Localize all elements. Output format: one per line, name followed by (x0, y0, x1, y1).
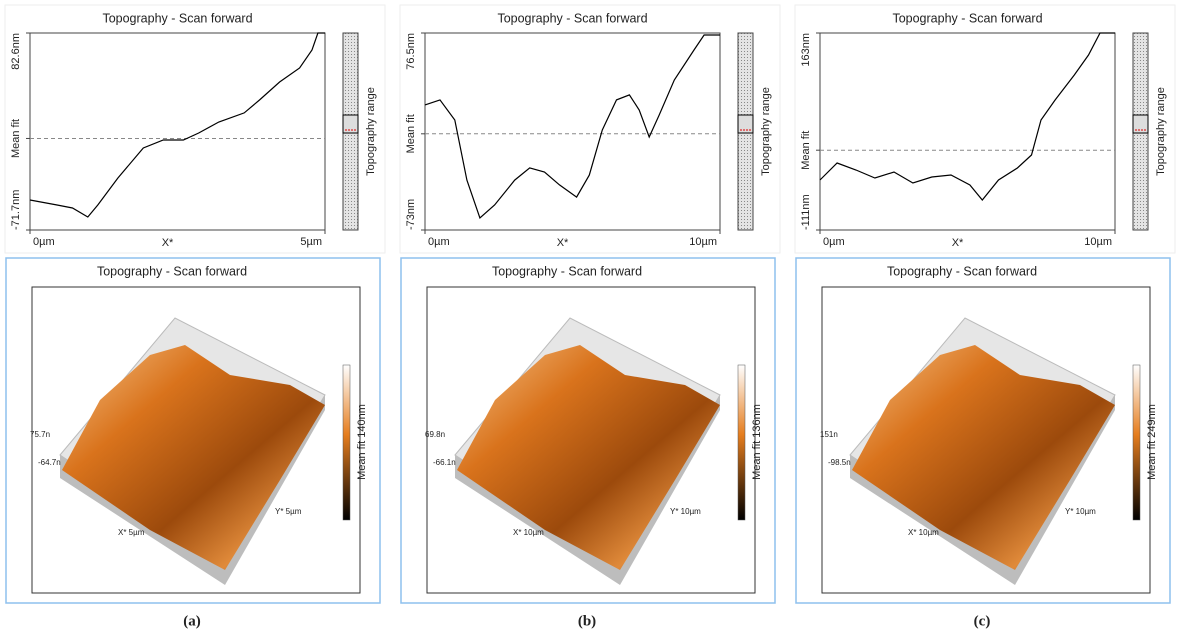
x-axis-label: X* 10µm (908, 528, 939, 537)
x-tick-label: 10µm (689, 236, 717, 248)
y-tick-label: -111nm (800, 194, 812, 230)
z-bottom-label: -64.7n (38, 458, 61, 467)
x-tick-label: 10µm (1084, 236, 1112, 248)
x-axis-label: X* 5µm (118, 528, 145, 537)
surface-title: Topography - Scan forward (492, 264, 642, 278)
z-top-label: 151n (820, 430, 838, 439)
chart-title: Topography - Scan forward (102, 11, 252, 25)
y-tick-label: 76.5nm (405, 33, 417, 70)
plot-background (5, 5, 385, 253)
y-axis-label: Y* 10µm (1065, 507, 1096, 516)
y-tick-label: -73nm (405, 199, 417, 230)
x-tick-label: 0µm (33, 236, 55, 248)
colorbar-label: Mean fit 249nm (1146, 404, 1158, 480)
x-axis-label: X* (162, 237, 174, 249)
y-tick-label: 163nm (800, 33, 812, 67)
caption: (a) (183, 613, 201, 629)
y-tick-label: 82.6nm (10, 33, 22, 70)
x-tick-label: 0µm (823, 236, 845, 248)
figure: Topography - Scan forward 82.6nm Mean fit -… (0, 0, 1178, 637)
range-label: Topography range (365, 87, 377, 176)
caption: (b) (578, 613, 596, 629)
caption: (c) (974, 613, 991, 629)
colorbar (738, 365, 745, 520)
colorbar-label: Mean fit 136nm (751, 404, 763, 480)
plot-background (795, 5, 1175, 253)
x-axis-label: X* (952, 237, 964, 249)
x-tick-label: 0µm (428, 236, 450, 248)
x-axis-label: X* 10µm (513, 528, 544, 537)
y-tick-label: Mean fit (10, 119, 22, 158)
range-label: Topography range (760, 87, 772, 176)
x-tick-label: 5µm (300, 236, 322, 248)
range-label: Topography range (1155, 87, 1167, 176)
surface-title: Topography - Scan forward (97, 264, 247, 278)
y-axis-label: Y* 10µm (670, 507, 701, 516)
y-tick-label: -71.7nm (10, 190, 22, 230)
z-top-label: 75.7n (30, 430, 50, 439)
z-bottom-label: -66.1n (433, 458, 456, 467)
chart-title: Topography - Scan forward (497, 11, 647, 25)
y-axis-label: Y* 5µm (275, 507, 302, 516)
x-axis-label: X* (557, 237, 569, 249)
colorbar (343, 365, 350, 520)
y-tick-label: Mean fit (405, 114, 417, 153)
colorbar (1133, 365, 1140, 520)
z-top-label: 69.8n (425, 430, 445, 439)
colorbar-label: Mean fit 140nm (356, 404, 368, 480)
chart-title: Topography - Scan forward (892, 11, 1042, 25)
surface-title: Topography - Scan forward (887, 264, 1037, 278)
y-tick-label: Mean fit (800, 131, 812, 170)
z-bottom-label: -98.5n (828, 458, 851, 467)
